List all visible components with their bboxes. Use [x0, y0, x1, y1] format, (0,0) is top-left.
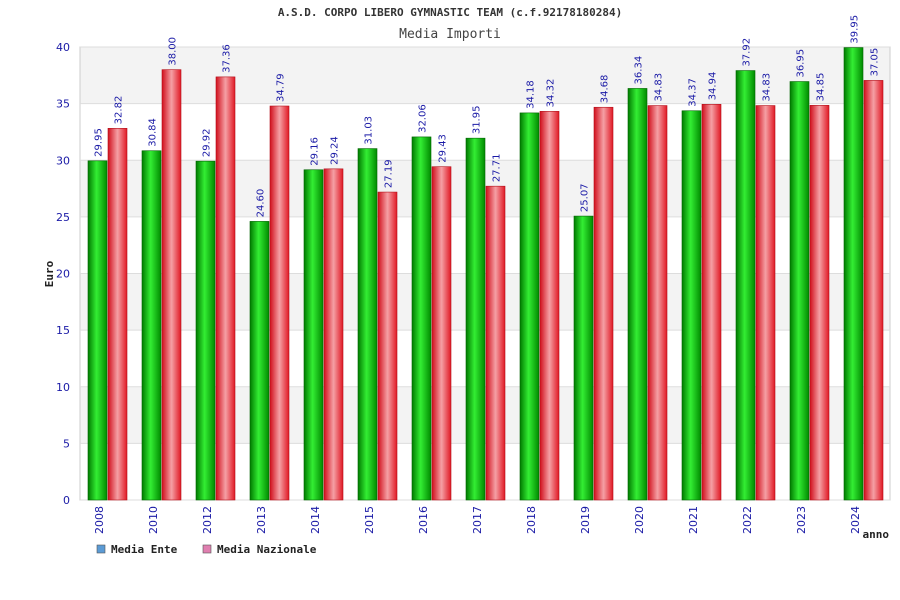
y-tick-label: 15 — [56, 324, 70, 337]
value-label: 32.06 — [418, 104, 429, 133]
value-label: 39.95 — [850, 15, 861, 44]
y-axis-ticks: 0 5 10 15 20 25 30 35 40 — [56, 41, 70, 507]
value-label: 34.68 — [600, 75, 611, 104]
bar-media-nazionale-2013 — [269, 105, 290, 501]
legend-swatch — [202, 544, 212, 554]
bar-media-ente-2020 — [627, 88, 648, 501]
value-label: 24.60 — [256, 189, 267, 218]
value-label: 34.79 — [276, 73, 287, 102]
value-label: 29.16 — [310, 137, 321, 166]
value-label: 34.83 — [654, 73, 665, 102]
x-tick-label: 2022 — [741, 506, 754, 534]
legend-label: Media Nazionale — [217, 543, 317, 556]
bar-media-ente-2010 — [141, 150, 162, 501]
x-tick-label: 2018 — [525, 506, 538, 534]
value-label: 27.19 — [384, 159, 395, 188]
value-label: 36.95 — [796, 49, 807, 78]
bar-media-nazionale-2023 — [809, 105, 830, 501]
x-tick-label: 2014 — [309, 506, 322, 534]
value-label: 37.92 — [742, 38, 753, 67]
x-axis-label: anno — [863, 528, 890, 541]
x-tick-label: 2008 — [93, 506, 106, 534]
bar-media-nazionale-2010 — [161, 69, 182, 501]
value-label: 27.71 — [492, 154, 503, 183]
x-tick-label: 2021 — [687, 506, 700, 534]
x-axis-ticks: 2008 2010 2012 2013 2014 2015 2016 2017 2018 2019… — [93, 506, 862, 534]
value-label: 34.83 — [762, 73, 773, 102]
x-tick-label: 2023 — [795, 506, 808, 534]
value-label: 29.24 — [330, 136, 341, 165]
legend-swatch — [96, 544, 106, 554]
bar-media-nazionale-2015 — [377, 191, 398, 501]
chart-title: A.S.D. CORPO LIBERO GYMNASTIC TEAM (c.f.… — [278, 6, 622, 19]
bar-media-nazionale-2019 — [593, 106, 614, 501]
y-tick-label: 25 — [56, 211, 70, 224]
bar-media-nazionale-2021 — [701, 104, 722, 501]
x-tick-label: 2020 — [633, 506, 646, 534]
bar-media-nazionale-2020 — [647, 105, 668, 501]
bar-media-ente-2022 — [735, 70, 756, 501]
bar-media-ente-2017 — [465, 137, 486, 501]
bar-media-nazionale-2014 — [323, 168, 344, 501]
value-label: 37.05 — [870, 48, 881, 77]
y-tick-label: 40 — [56, 41, 70, 54]
y-axis-label: Euro — [43, 260, 56, 287]
x-tick-label: 2017 — [471, 506, 484, 534]
bar-media-ente-2012 — [195, 160, 216, 501]
bar-media-nazionale-2012 — [215, 76, 236, 501]
value-label: 31.03 — [364, 116, 375, 145]
x-tick-label: 2012 — [201, 506, 214, 534]
bar-media-ente-2013 — [249, 221, 270, 501]
bar-media-ente-2023 — [789, 81, 810, 501]
y-tick-label: 5 — [63, 437, 70, 450]
value-label: 29.92 — [202, 129, 213, 158]
bar-media-nazionale-2016 — [431, 166, 452, 501]
bar-media-nazionale-2017 — [485, 185, 506, 501]
value-label: 34.94 — [708, 72, 719, 101]
x-tick-label: 2015 — [363, 506, 376, 534]
bar-media-ente-2015 — [357, 148, 378, 501]
value-label: 34.18 — [526, 80, 537, 109]
y-tick-label: 20 — [56, 268, 70, 281]
value-labels: 29.95 32.82 30.84 38.00 29.92 37.36 24.60 34.79… — [94, 15, 881, 217]
value-label: 31.95 — [472, 106, 483, 135]
x-tick-label: 2010 — [147, 506, 160, 534]
y-tick-label: 0 — [63, 494, 70, 507]
bars — [87, 47, 884, 501]
chart-subtitle: Media Importi — [399, 27, 501, 42]
y-tick-label: 10 — [56, 381, 70, 394]
x-tick-label: 2019 — [579, 506, 592, 534]
value-label: 34.32 — [546, 79, 557, 108]
bar-media-nazionale-2024 — [863, 80, 884, 501]
bar-media-nazionale-2022 — [755, 105, 776, 501]
bar-media-ente-2019 — [573, 215, 594, 501]
legend: Media Ente Media Nazionale — [96, 543, 317, 556]
x-tick-label: 2024 — [849, 506, 862, 534]
x-tick-label: 2013 — [255, 506, 268, 534]
value-label: 32.82 — [114, 96, 125, 125]
value-label: 38.00 — [168, 37, 179, 66]
value-label: 30.84 — [148, 118, 159, 147]
bar-media-nazionale-2018 — [539, 111, 560, 501]
y-tick-label: 35 — [56, 98, 70, 111]
value-label: 29.95 — [94, 128, 105, 157]
value-label: 34.37 — [688, 78, 699, 107]
x-tick-label: 2016 — [417, 506, 430, 534]
value-label: 36.34 — [634, 56, 645, 85]
value-label: 25.07 — [580, 183, 591, 212]
bar-media-ente-2008 — [87, 160, 108, 501]
bar-media-ente-2018 — [519, 112, 540, 501]
bar-media-ente-2021 — [681, 110, 702, 501]
value-label: 29.43 — [438, 134, 449, 163]
legend-label: Media Ente — [111, 543, 178, 556]
value-label: 37.36 — [222, 44, 233, 73]
value-label: 34.85 — [816, 73, 827, 102]
bar-media-ente-2014 — [303, 169, 324, 501]
bar-media-ente-2016 — [411, 136, 432, 501]
bar-media-ente-2024 — [843, 47, 864, 501]
bar-media-nazionale-2008 — [107, 128, 128, 501]
y-tick-label: 30 — [56, 154, 70, 167]
